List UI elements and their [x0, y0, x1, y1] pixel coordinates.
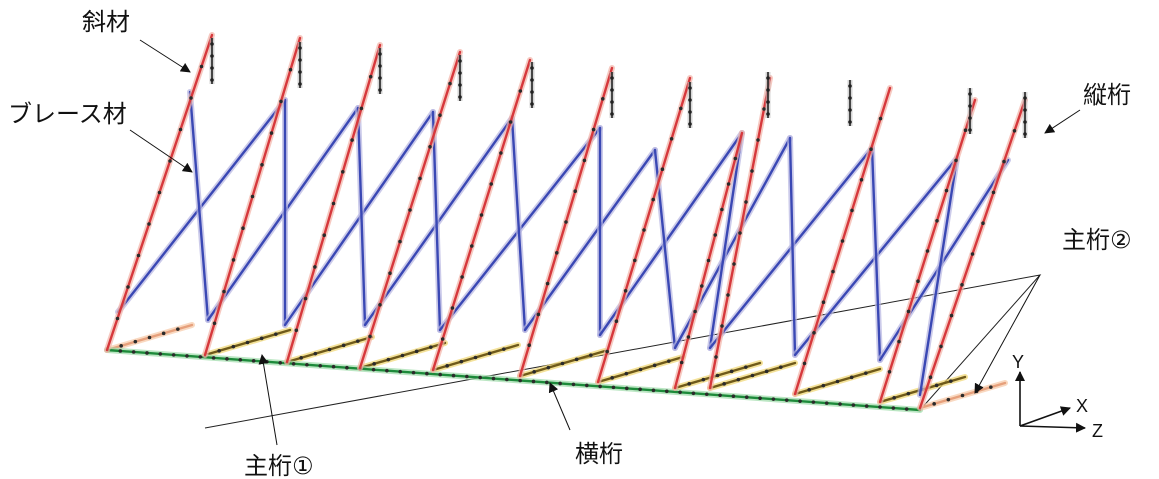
main-girder-1-line	[104, 347, 923, 413]
brace-member	[430, 109, 443, 333]
leader-diagonal	[139, 39, 191, 73]
brace-member	[509, 115, 528, 333]
diagonal-member	[595, 75, 693, 385]
brace-member	[187, 89, 211, 323]
stringer	[297, 42, 303, 88]
cross-girder	[430, 342, 521, 373]
brace-member	[522, 147, 658, 333]
diagonal-member	[707, 75, 773, 391]
diagonal-member	[284, 42, 383, 365]
cross-girder	[104, 322, 195, 353]
label-brace: ブレース材	[8, 100, 127, 128]
diagonal-members	[104, 32, 1028, 411]
label-cross-girder: 横桁	[575, 440, 623, 468]
stringer	[765, 72, 771, 118]
diagonal-member	[357, 49, 463, 371]
stringer	[1022, 92, 1028, 138]
axis-x-label: X	[1076, 396, 1088, 416]
label-girder2: 主桁②	[1062, 226, 1132, 254]
leader-girder2	[974, 274, 1041, 394]
label-girder1: 主桁①	[244, 452, 314, 479]
leader-brace	[129, 129, 193, 173]
axis-x-line	[1019, 406, 1071, 427]
cross-girder	[284, 334, 375, 365]
label-stringer: 縦桁	[1083, 81, 1131, 109]
leader-girder1	[258, 354, 278, 446]
cross-girders	[104, 322, 1008, 411]
diagonal-member	[917, 97, 1028, 411]
cross-girder	[202, 327, 293, 358]
brace-member	[707, 130, 745, 351]
stringer	[209, 38, 215, 84]
leader-stringer	[1044, 109, 1081, 134]
main-girder-1	[104, 347, 923, 413]
axis-y-label: Y	[1012, 352, 1024, 372]
stringer	[377, 48, 383, 94]
axis-z-line	[1019, 422, 1086, 433]
cross-girder	[357, 340, 448, 371]
diagonal-member	[430, 57, 533, 373]
stringer	[967, 88, 973, 134]
brace-member	[355, 105, 368, 328]
cross-girder	[792, 366, 883, 397]
diagonal-member	[104, 32, 215, 353]
stringer	[847, 80, 853, 126]
stringer	[457, 55, 463, 101]
stringer	[529, 62, 535, 108]
diagonal-member	[672, 130, 745, 391]
stringers	[209, 38, 1028, 138]
brace-member	[869, 145, 883, 363]
brace-member	[787, 135, 798, 358]
cross-girder	[517, 348, 608, 379]
diagonal-member	[792, 85, 893, 397]
coordinate-axes: Y X Z	[1012, 352, 1103, 441]
cross-girder	[707, 360, 798, 391]
axis-z-label: Z	[1092, 421, 1103, 441]
brace-member	[917, 155, 960, 398]
diagonal-member	[877, 97, 978, 405]
diagonal-member	[517, 65, 615, 379]
leader-cross-girder	[548, 382, 571, 431]
cross-girder	[595, 354, 686, 385]
diagonal-member	[202, 35, 303, 358]
label-diagonal: 斜材	[82, 8, 130, 36]
stringer	[687, 82, 693, 128]
stringer	[609, 72, 615, 118]
cross-girder	[672, 360, 763, 391]
